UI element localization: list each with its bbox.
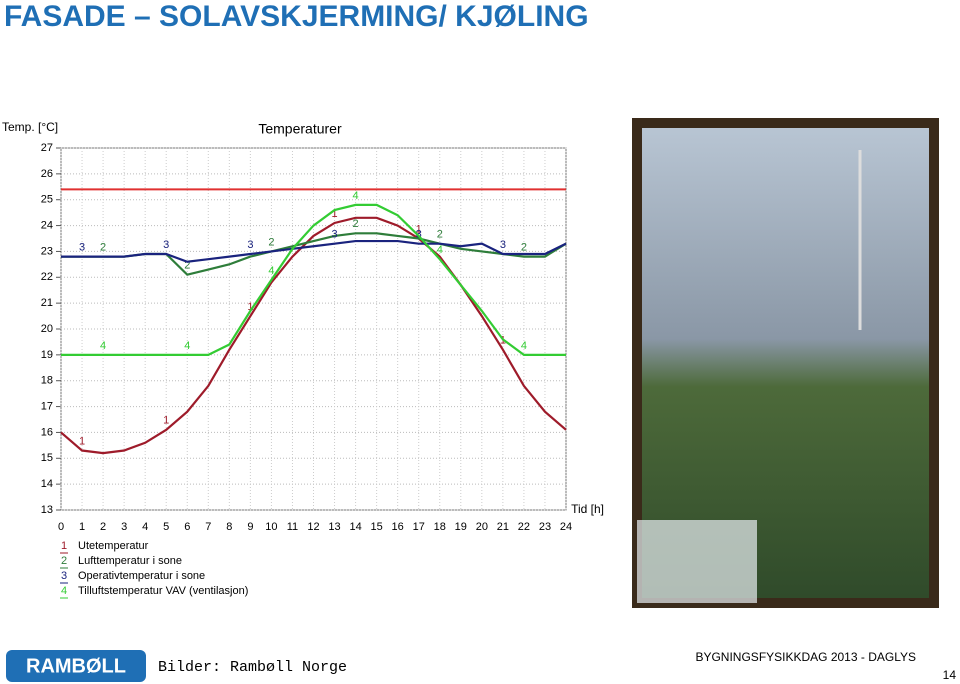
- photo: [632, 118, 939, 608]
- y-tick-label: 22: [41, 271, 53, 283]
- x-tick-label: 7: [205, 521, 211, 533]
- y-tick-label: 17: [41, 400, 53, 412]
- series-marker: 1: [79, 435, 85, 447]
- x-tick-label: 5: [163, 521, 169, 533]
- y-tick-label: 21: [41, 297, 53, 309]
- legend-label: Utetemperatur: [78, 540, 149, 552]
- event: BYGNINGSFYSIKKDAG 2013 - DAGLYS: [695, 650, 916, 664]
- y-tick-label: 14: [41, 478, 53, 490]
- x-tick-label: 21: [497, 521, 509, 533]
- series-marker: 2: [100, 242, 106, 254]
- series-marker: 3: [163, 239, 169, 251]
- x-tick-label: 13: [328, 521, 340, 533]
- x-tick-label: 19: [455, 521, 467, 533]
- legend-marker: 3: [61, 570, 67, 582]
- series-marker: 4: [184, 340, 190, 352]
- logo: RAMBØLL: [26, 655, 126, 677]
- y-axis-label: Temp. [°C]: [2, 120, 58, 134]
- legend-marker: 2: [61, 555, 67, 567]
- series-marker: 4: [437, 244, 443, 256]
- series-marker: 4: [353, 190, 359, 202]
- series-marker: 3: [500, 239, 506, 251]
- series-line: [61, 239, 567, 263]
- x-tick-label: 6: [184, 521, 190, 533]
- series-line: [60, 216, 567, 455]
- photo-frame: [632, 118, 939, 608]
- x-tick-label: 8: [226, 521, 232, 533]
- y-tick-label: 27: [41, 142, 53, 154]
- x-tick-label: 15: [371, 521, 383, 533]
- series-marker: 4: [521, 340, 527, 352]
- x-tick-label: 11: [287, 521, 298, 533]
- series-marker: 1: [163, 415, 169, 427]
- x-tick-label: 18: [434, 521, 446, 533]
- y-tick-label: 18: [41, 375, 53, 387]
- series-marker: 3: [247, 239, 253, 251]
- y-tick-label: 24: [41, 219, 53, 231]
- series-marker: 3: [331, 229, 337, 241]
- photo-snow: [637, 520, 757, 603]
- series-marker: 2: [521, 242, 527, 254]
- y-tick-label: 16: [41, 426, 53, 438]
- x-tick-label: 4: [142, 521, 148, 533]
- y-tick-label: 19: [41, 349, 53, 361]
- x-tick-label: 0: [58, 521, 64, 533]
- credit: Bilder: Rambøll Norge: [158, 659, 347, 676]
- slide-title: FASADE – SOLAVSKJERMING/ KJØLING: [4, 0, 589, 33]
- x-axis-label: Tid [h]: [571, 502, 604, 516]
- x-tick-label: 10: [265, 521, 277, 533]
- logo-box: [6, 650, 146, 682]
- x-tick-label: 9: [247, 521, 253, 533]
- page-number: 14: [943, 668, 957, 682]
- x-tick-label: 17: [413, 521, 425, 533]
- y-tick-label: 13: [41, 504, 53, 516]
- y-tick-label: 23: [41, 245, 53, 257]
- legend-label: Lufttemperatur i sone: [78, 555, 182, 567]
- x-tick-label: 24: [560, 521, 572, 533]
- x-tick-label: 12: [307, 521, 319, 533]
- x-tick-label: 3: [121, 521, 127, 533]
- x-tick-label: 14: [349, 521, 361, 533]
- legend-label: Tilluftstemperatur VAV (ventilasjon): [78, 585, 248, 597]
- x-tick-label: 1: [79, 521, 85, 533]
- chart: Temperaturer Temp. [°C] Tid [h] 13141516…: [2, 120, 604, 599]
- y-tick-label: 26: [41, 168, 53, 180]
- series-marker: 2: [268, 236, 274, 248]
- y-tick-label: 20: [41, 323, 53, 335]
- series-marker: 4: [268, 265, 274, 277]
- series-line: [61, 203, 566, 356]
- series-marker: 4: [100, 340, 106, 352]
- y-tick-label: 15: [41, 452, 53, 464]
- legend-marker: 1: [61, 540, 67, 552]
- x-tick-label: 2: [100, 521, 106, 533]
- legend-marker: 4: [61, 585, 67, 597]
- series-marker: 1: [331, 208, 337, 220]
- legend-label: Operativtemperatur i sone: [78, 570, 205, 582]
- series-marker: 2: [353, 218, 359, 230]
- x-tick-label: 20: [476, 521, 488, 533]
- series-marker: 2: [437, 229, 443, 241]
- x-tick-label: 23: [539, 521, 551, 533]
- y-tick-label: 25: [41, 194, 53, 206]
- x-tick-label: 16: [392, 521, 404, 533]
- series-marker: 3: [79, 242, 85, 254]
- chart-title: Temperaturer: [258, 121, 342, 137]
- series-marker: 1: [247, 301, 253, 313]
- x-tick-label: 22: [518, 521, 530, 533]
- series-marker: 2: [184, 260, 190, 272]
- series-marker: 1: [416, 223, 422, 235]
